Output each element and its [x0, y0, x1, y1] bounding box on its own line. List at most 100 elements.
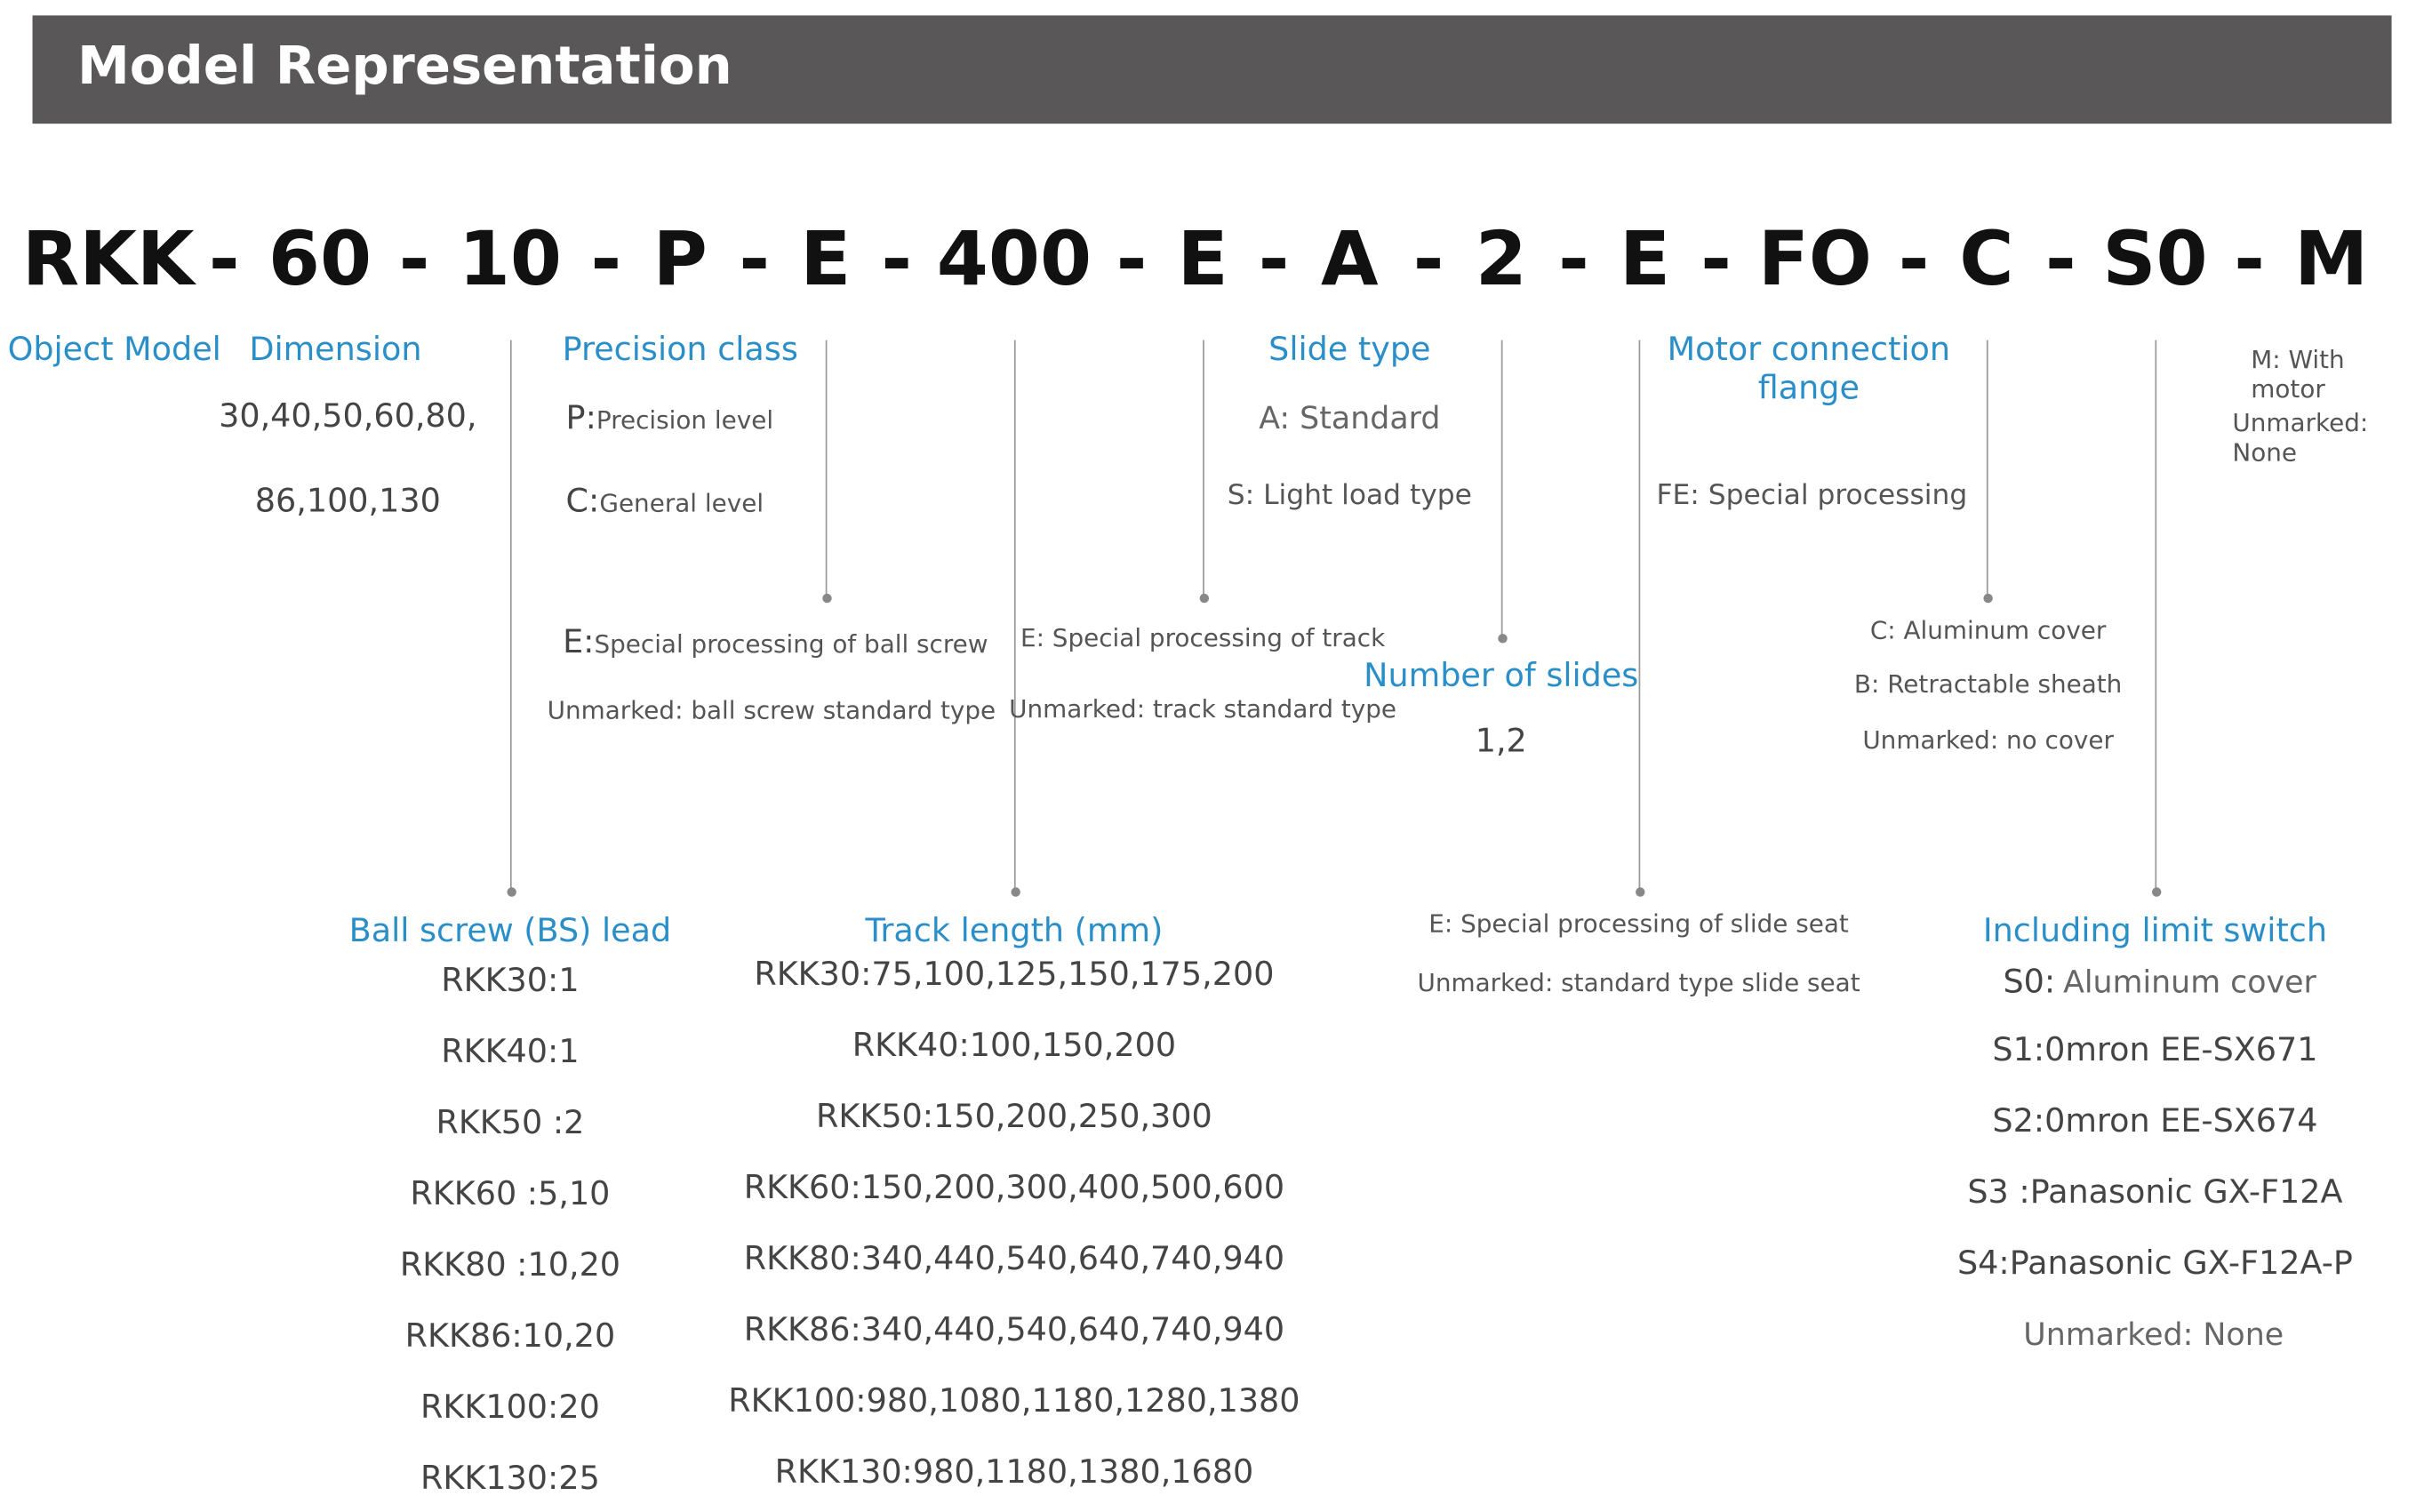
list-item: RKK86:340,440,540,640,740,940 [743, 1310, 1285, 1348]
motor-m: M: With motor [2251, 344, 2345, 404]
connector-dot [821, 593, 831, 604]
code-separator: - [739, 216, 771, 303]
list-item: RKK80 :10,20 [399, 1245, 621, 1284]
list-item: S1:0mron EE-SX671 [1992, 1031, 2318, 1068]
list-item: RKK60:150,200,300,400,500,600 [743, 1168, 1285, 1206]
ball-screw-special-e: E:Special processing of ball screw [563, 623, 988, 660]
list-item: S2:0mron EE-SX674 [1992, 1102, 2318, 1140]
limit-switch-label: Including limit switch [1982, 912, 2328, 949]
cover-unmarked: Unmarked: no cover [1862, 724, 2114, 755]
list-item: S4:Panasonic GX-F12A-P [1956, 1244, 2353, 1282]
list-item: RKK60 :5,10 [410, 1174, 611, 1212]
slide-type-label: Slide type [1268, 331, 1431, 368]
code-segment: E [1177, 216, 1228, 303]
cover-c: C: Aluminum cover [1869, 615, 2107, 645]
motor-flange-label-2: flange [1757, 369, 1860, 407]
connector-dot [1982, 593, 1993, 604]
connector-line [1013, 340, 1017, 892]
connector-line [1638, 340, 1641, 892]
page-title: Model Representation [76, 36, 732, 98]
connector-line [2155, 340, 2157, 892]
code-separator: - [1258, 216, 1290, 303]
connector-dot [1010, 887, 1020, 897]
code-segment: E [800, 216, 852, 303]
limit-switch-s0: S0: Aluminum cover [2003, 964, 2316, 1001]
list-item: RKK130:25 [420, 1459, 600, 1497]
connector-dot [1198, 593, 1209, 604]
code-segment: 10 [458, 216, 563, 303]
code-separator: - [208, 216, 240, 303]
code-segment: 2 [1475, 216, 1527, 303]
number-of-slides-label: Number of slides [1364, 657, 1639, 694]
code-separator: - [398, 216, 430, 303]
text: Special processing of ball screw [594, 628, 988, 659]
number-of-slides-values: 1,2 [1475, 722, 1527, 759]
code-segment: FO [1757, 216, 1872, 303]
track-unmarked: Unmarked: track standard type [1009, 693, 1397, 724]
text: General level [599, 488, 764, 518]
list-item: RKK30:75,100,125,150,175,200 [754, 955, 1275, 993]
list-item: RKK30:1 [441, 961, 580, 999]
list-item: RKK86:10,20 [404, 1316, 616, 1355]
ball-screw-lead-label: Ball screw (BS) lead [348, 912, 672, 949]
code: S0: [2003, 963, 2056, 1001]
list-item: RKK40:1 [441, 1032, 580, 1070]
slide-type-s: S: Light load type [1227, 479, 1472, 512]
code-separator: - [1116, 216, 1148, 303]
motor-flange-label-1: Motor connection [1667, 331, 1951, 368]
object-model-label: Object Model [7, 331, 221, 368]
connector-line [825, 340, 828, 599]
list-item: S3 :Panasonic GX-F12A [1967, 1173, 2343, 1211]
connector-dot [2151, 887, 2161, 897]
slide-seat-unmarked: Unmarked: standard type slide seat [1417, 967, 1860, 997]
list-item: RKK100:980,1080,1180,1280,1380 [728, 1381, 1300, 1420]
code-separator: - [881, 216, 913, 303]
code-segment: 400 [936, 216, 1092, 303]
connector-line [509, 340, 513, 892]
code: C: [565, 482, 600, 520]
slide-seat-e: E: Special processing of slide seat [1428, 908, 1849, 939]
precision-p: P:Precision level [566, 399, 774, 436]
track-length-label: Track length (mm) [865, 912, 1164, 949]
motor-unmarked: Unmarked: None [2232, 408, 2369, 468]
code-segment: C [1959, 216, 2014, 303]
code-separator: - [2045, 216, 2076, 303]
connector-dot [506, 887, 516, 897]
motor-flange-fe: FE: Special processing [1656, 479, 1968, 512]
code-separator: - [2234, 216, 2265, 303]
list-item: RKK50:150,200,250,300 [816, 1097, 1212, 1135]
text: Precision level [596, 404, 774, 435]
limit-switch-unmarked: Unmarked: None [2023, 1316, 2284, 1353]
connector-dot [1497, 634, 1508, 644]
code-segment: S0 [2102, 216, 2208, 303]
list-item: RKK40:100,150,200 [852, 1026, 1177, 1064]
code-segment: E [1619, 216, 1671, 303]
dimension-label: Dimension [249, 331, 422, 368]
connector-line [1986, 340, 1989, 599]
slide-type-a: A: Standard [1259, 398, 1441, 436]
code-separator: - [1412, 216, 1444, 303]
ball-screw-unmarked: Unmarked: ball screw standard type [547, 695, 996, 725]
code-separator: - [1558, 216, 1589, 303]
precision-class-label: Precision class [562, 331, 798, 368]
code-segment: A [1321, 216, 1379, 303]
code-segment: 60 [268, 216, 372, 303]
code-separator: - [1898, 216, 1930, 303]
precision-c: C:General level [566, 483, 764, 520]
code-separator: - [590, 216, 622, 303]
dimension-values-2: 86,100,130 [254, 482, 441, 520]
list-item: RKK130:980,1180,1380,1680 [774, 1452, 1254, 1491]
cover-b: B: Retractable sheath [1853, 669, 2123, 700]
list-item: RKK50 :2 [436, 1103, 585, 1141]
code-segment: P [652, 216, 708, 303]
connector-line [1500, 340, 1504, 639]
text: Aluminum cover [2063, 963, 2316, 1001]
code: E: [563, 622, 595, 660]
code-separator: - [1700, 216, 1732, 303]
connector-dot [1635, 887, 1644, 897]
code: P: [565, 398, 596, 436]
code-segment: RKK [21, 216, 195, 303]
code-segment: M [2294, 216, 2369, 303]
dimension-values-1: 30,40,50,60,80, [219, 396, 477, 435]
